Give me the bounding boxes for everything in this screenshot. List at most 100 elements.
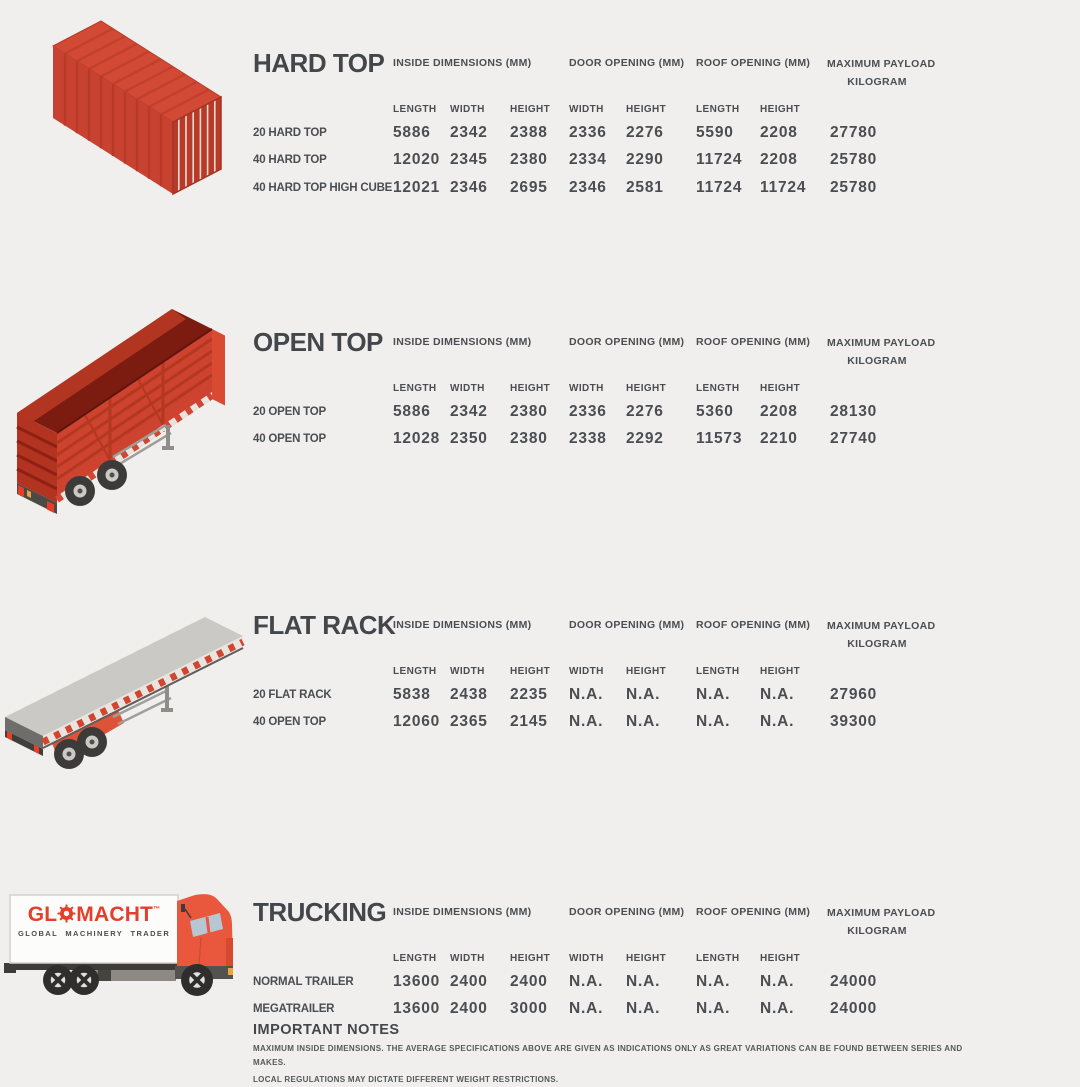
dimension-value: 5886 bbox=[393, 402, 431, 420]
table-row: 40 HARD TOP HIGH CUBE 12021 2346 2695 2346 25… bbox=[253, 179, 943, 207]
table-row: 40 OPEN TOP 12028 2350 2380 2338 2292 11573 221… bbox=[253, 430, 943, 458]
dimension-value: 2400 bbox=[510, 972, 548, 990]
dimension-value: 2380 bbox=[510, 402, 548, 420]
dimension-value: 11724 bbox=[696, 151, 743, 169]
section-title: HARD TOP bbox=[253, 48, 385, 78]
open-top-table: OPEN TOP INSIDE DIMENSIONS (MM) DOOR OPE… bbox=[253, 329, 943, 458]
dimension-value: N.A. bbox=[696, 685, 731, 703]
dimension-value: 2346 bbox=[569, 178, 607, 196]
dimension-value: 2208 bbox=[760, 123, 798, 141]
dimension-value: 3000 bbox=[510, 1000, 548, 1018]
payload-value: 27960 bbox=[830, 685, 878, 703]
dimension-value: 2290 bbox=[626, 151, 664, 169]
flat-rack-illustration bbox=[5, 617, 245, 769]
dimension-value: 13600 bbox=[393, 1000, 441, 1018]
truck-illustration bbox=[4, 894, 233, 996]
table-row: 40 OPEN TOP 12060 2365 2145 N.A. N.A. N.A. N.A.… bbox=[253, 713, 943, 741]
dimension-value: 2208 bbox=[760, 402, 798, 420]
payload-value: 25780 bbox=[830, 151, 878, 169]
trucking-table: TRUCKING INSIDE DIMENSIONS (MM) DOOR OPE… bbox=[253, 899, 943, 1028]
dimension-value: 2334 bbox=[569, 151, 607, 169]
dimension-value: 13600 bbox=[393, 972, 441, 990]
column-group-roof: ROOF OPENING (MM) bbox=[696, 57, 811, 69]
payload-value: 39300 bbox=[830, 713, 878, 731]
column-group-payload: MAXIMUM PAYLOAD KILOGRAM bbox=[827, 337, 936, 367]
dimension-value: 12060 bbox=[393, 713, 441, 731]
dimension-value: 2276 bbox=[626, 123, 664, 141]
column-group-roof: ROOF OPENING (MM) bbox=[696, 619, 811, 631]
column-group-inside: INSIDE DIMENSIONS (MM) bbox=[393, 57, 532, 69]
dimension-value: 2345 bbox=[450, 151, 488, 169]
payload-value: 24000 bbox=[830, 972, 878, 990]
dimension-value: 11573 bbox=[696, 430, 743, 448]
column-group-payload: MAXIMUM PAYLOAD KILOGRAM bbox=[827, 907, 936, 937]
dimension-value: 2380 bbox=[510, 151, 548, 169]
dimension-value: 2338 bbox=[569, 430, 607, 448]
table-group-header: INSIDE DIMENSIONS (MM) DOOR OPENING (MM)… bbox=[253, 336, 943, 371]
dimension-value: 5590 bbox=[696, 123, 734, 141]
table-rows: 20 OPEN TOP 5886 2342 2380 2336 2276 5360 2208 2… bbox=[253, 403, 943, 458]
payload-value: 25780 bbox=[830, 178, 878, 196]
dimension-value: 11724 bbox=[696, 178, 743, 196]
dimension-value: 2388 bbox=[510, 123, 548, 141]
row-label: 40 HARD TOP bbox=[253, 154, 327, 167]
table-subheader: LENGTH WIDTH HEIGHT WIDTH HEIGHT LENGTH … bbox=[393, 103, 801, 115]
row-label: 20 HARD TOP bbox=[253, 126, 327, 139]
column-group-door: DOOR OPENING (MM) bbox=[569, 906, 685, 918]
dimension-value: 2235 bbox=[510, 685, 548, 703]
table-row: 40 HARD TOP 12020 2345 2380 2334 2290 11724 220… bbox=[253, 151, 943, 179]
section-title: FLAT RACK bbox=[253, 610, 396, 640]
hard-top-container-illustration bbox=[51, 20, 223, 196]
dimension-value: N.A. bbox=[626, 972, 661, 990]
gear-icon bbox=[57, 904, 76, 923]
table-row: 20 HARD TOP 5886 2342 2388 2336 2276 5590 2208 2… bbox=[253, 124, 943, 152]
dimension-value: 5886 bbox=[393, 123, 431, 141]
dimension-value: N.A. bbox=[569, 713, 604, 731]
dimension-value: 2350 bbox=[450, 430, 488, 448]
table-row: NORMAL TRAILER 13600 2400 2400 N.A. N.A. N.A. N… bbox=[253, 973, 943, 1001]
row-label: 40 HARD TOP HIGH CUBE bbox=[253, 181, 393, 194]
dimension-value: 5360 bbox=[696, 402, 734, 420]
dimension-value: 2400 bbox=[450, 1000, 488, 1018]
payload-value: 24000 bbox=[830, 1000, 878, 1018]
logo-suffix: MACHT bbox=[76, 903, 154, 926]
dimension-value: N.A. bbox=[760, 713, 795, 731]
dimension-value: 2145 bbox=[510, 713, 548, 731]
dimension-value: N.A. bbox=[569, 972, 604, 990]
section-title: TRUCKING bbox=[253, 897, 387, 927]
dimension-value: 2346 bbox=[450, 178, 488, 196]
dimension-value: N.A. bbox=[569, 1000, 604, 1018]
section-title: OPEN TOP bbox=[253, 327, 383, 357]
row-label: NORMAL TRAILER bbox=[253, 975, 354, 988]
dimension-value: N.A. bbox=[760, 972, 795, 990]
column-group-door: DOOR OPENING (MM) bbox=[569, 57, 685, 69]
dimension-value: N.A. bbox=[696, 972, 731, 990]
dimension-value: N.A. bbox=[626, 685, 661, 703]
column-group-inside: INSIDE DIMENSIONS (MM) bbox=[393, 336, 532, 348]
table-rows: 20 FLAT RACK 5838 2438 2235 N.A. N.A. N.A. N.A.… bbox=[253, 686, 943, 741]
important-notes: IMPORTANT NOTES MAXIMUM INSIDE DIMENSION… bbox=[253, 1022, 993, 1087]
table-rows: NORMAL TRAILER 13600 2400 2400 N.A. N.A. N.A. N… bbox=[253, 973, 943, 1028]
dimension-value: 2336 bbox=[569, 402, 607, 420]
column-group-payload: MAXIMUM PAYLOAD KILOGRAM bbox=[827, 620, 936, 650]
table-group-header: INSIDE DIMENSIONS (MM) DOOR OPENING (MM)… bbox=[253, 57, 943, 92]
dimension-value: N.A. bbox=[626, 1000, 661, 1018]
dimension-value: 2336 bbox=[569, 123, 607, 141]
dimension-value: 2292 bbox=[626, 430, 664, 448]
table-rows: 20 HARD TOP 5886 2342 2388 2336 2276 5590 2208 2… bbox=[253, 124, 943, 207]
dimension-value: 2208 bbox=[760, 151, 798, 169]
column-group-roof: ROOF OPENING (MM) bbox=[696, 336, 811, 348]
payload-value: 28130 bbox=[830, 402, 878, 420]
dimension-value: 5838 bbox=[393, 685, 431, 703]
table-subheader: LENGTH WIDTH HEIGHT WIDTH HEIGHT LENGTH … bbox=[393, 665, 801, 677]
column-group-roof: ROOF OPENING (MM) bbox=[696, 906, 811, 918]
dimension-value: 12020 bbox=[393, 151, 441, 169]
column-group-door: DOOR OPENING (MM) bbox=[569, 336, 685, 348]
dimension-value: N.A. bbox=[696, 713, 731, 731]
dimension-value: 2400 bbox=[450, 972, 488, 990]
dimension-value: N.A. bbox=[760, 685, 795, 703]
table-row: 20 OPEN TOP 5886 2342 2380 2336 2276 5360 2208 2… bbox=[253, 403, 943, 431]
column-group-inside: INSIDE DIMENSIONS (MM) bbox=[393, 906, 532, 918]
table-row: 20 FLAT RACK 5838 2438 2235 N.A. N.A. N.A. N.A.… bbox=[253, 686, 943, 714]
